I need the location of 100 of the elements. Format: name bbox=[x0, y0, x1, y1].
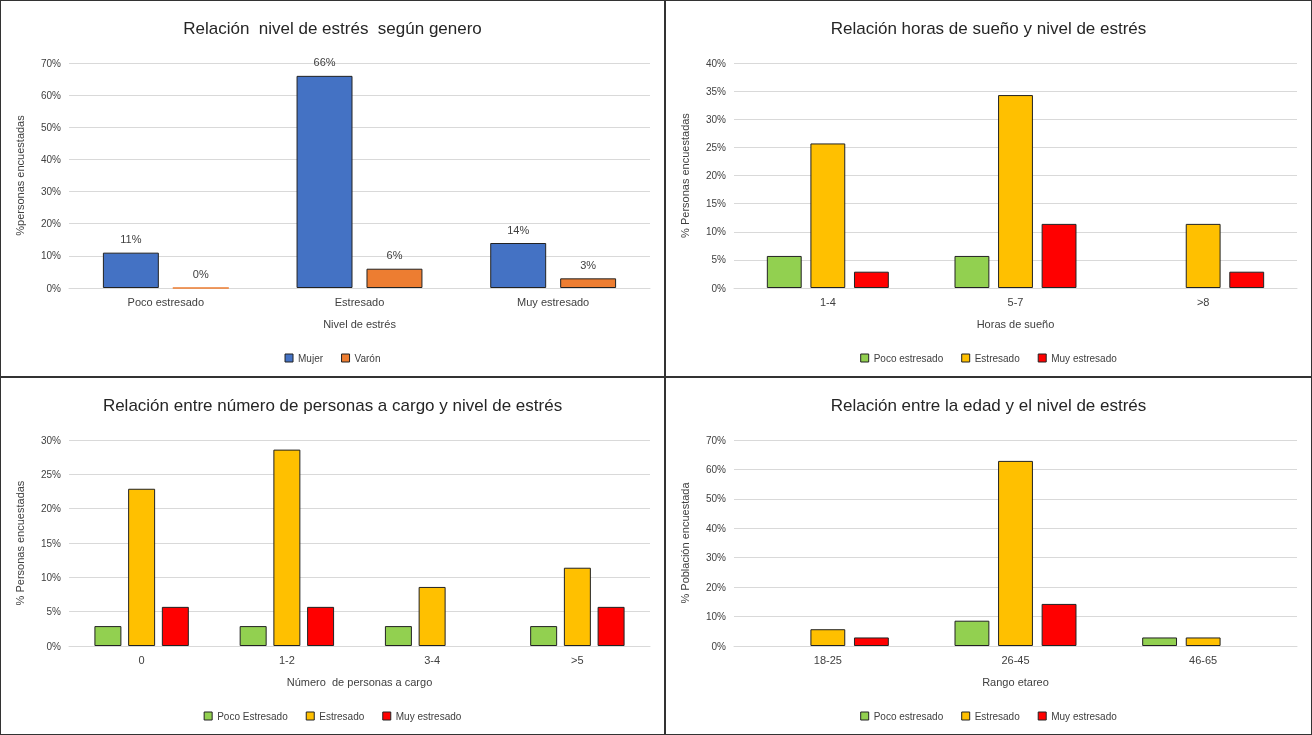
y-axis-title: % Personas encuestadas bbox=[678, 112, 691, 238]
y-axis-title: % Población encuestada bbox=[678, 481, 691, 604]
legend-label: Estresado bbox=[974, 710, 1021, 722]
y-tick-label: 15% bbox=[705, 198, 727, 210]
data-label: 11% bbox=[120, 233, 142, 246]
y-tick-label: 25% bbox=[705, 141, 727, 153]
y-tick-label: 10% bbox=[40, 250, 62, 262]
legend-label: Mujer bbox=[298, 352, 324, 364]
legend-label: Muy estresado bbox=[1051, 352, 1118, 364]
x-tick-label: >8 bbox=[1196, 295, 1210, 308]
bar bbox=[102, 252, 159, 288]
x-tick-label: 1-2 bbox=[278, 653, 295, 666]
y-tick-label: 25% bbox=[40, 468, 62, 480]
y-tick-label: 40% bbox=[705, 57, 727, 69]
x-tick-label: >5 bbox=[571, 653, 584, 666]
bar bbox=[954, 255, 990, 288]
bar bbox=[853, 637, 889, 646]
data-label: 0% bbox=[192, 268, 209, 280]
bar bbox=[560, 278, 617, 288]
legend-label: Poco Estresado bbox=[217, 710, 289, 722]
bar bbox=[530, 626, 558, 646]
bar bbox=[239, 626, 267, 646]
bar bbox=[1142, 637, 1178, 646]
bar bbox=[563, 567, 591, 646]
y-tick-label: 40% bbox=[705, 522, 727, 534]
y-tick-label: 60% bbox=[705, 463, 727, 475]
y-tick-label: 30% bbox=[705, 552, 727, 564]
y-tick-label: 50% bbox=[705, 493, 727, 505]
y-axis-title: %personas encuestadas bbox=[13, 114, 26, 236]
bar bbox=[998, 460, 1033, 646]
data-label: 14% bbox=[507, 223, 530, 236]
legend-label: Varón bbox=[354, 352, 381, 364]
legend-label: Poco estresado bbox=[873, 352, 944, 364]
bar bbox=[307, 606, 335, 646]
bar bbox=[766, 255, 802, 288]
bar bbox=[1041, 223, 1077, 288]
bar bbox=[1041, 603, 1077, 646]
data-label: 6% bbox=[386, 249, 403, 262]
x-axis-title: Número de personas a cargo bbox=[286, 675, 433, 688]
bar bbox=[384, 626, 412, 646]
bar bbox=[954, 620, 990, 646]
chart-title: Relación entre la edad y el nivel de estrés bbox=[830, 396, 1147, 415]
y-tick-label: 0% bbox=[711, 282, 727, 294]
x-tick-label: Estresado bbox=[334, 295, 385, 308]
bar bbox=[998, 95, 1033, 288]
x-axis-title: Nivel de estrés bbox=[323, 317, 397, 330]
bar bbox=[1185, 223, 1221, 288]
y-tick-label: 20% bbox=[40, 218, 62, 230]
x-axis-title: Horas de sueño bbox=[976, 317, 1055, 330]
legend-label: Poco estresado bbox=[873, 710, 944, 722]
y-tick-label: 50% bbox=[40, 121, 62, 133]
x-tick-label: 26-45 bbox=[1001, 653, 1030, 666]
legend-label: Estresado bbox=[319, 710, 365, 722]
bar bbox=[597, 606, 625, 646]
y-tick-label: 30% bbox=[705, 113, 727, 125]
bar bbox=[1229, 271, 1265, 288]
y-tick-label: 0% bbox=[46, 282, 62, 294]
x-tick-label: 1-4 bbox=[819, 295, 836, 308]
y-tick-label: 35% bbox=[705, 85, 727, 97]
y-tick-label: 70% bbox=[40, 57, 62, 69]
y-tick-label: 40% bbox=[40, 153, 62, 165]
legend-label: Muy estresado bbox=[1051, 710, 1118, 722]
chart-title: Relación horas de sueño y nivel de estrés bbox=[830, 19, 1147, 38]
y-tick-label: 10% bbox=[705, 226, 727, 238]
legend-label: Estresado bbox=[974, 352, 1021, 364]
chart-title: Relación nivel de estrés según genero bbox=[183, 19, 482, 38]
bar bbox=[128, 488, 156, 646]
bar bbox=[490, 243, 547, 288]
y-tick-label: 15% bbox=[40, 537, 62, 549]
y-axis-title: % Personas encuestadas bbox=[13, 480, 26, 606]
y-tick-label: 5% bbox=[711, 254, 727, 266]
x-axis-title: Rango etareo bbox=[982, 675, 1049, 688]
y-tick-label: 70% bbox=[705, 434, 727, 446]
x-tick-label: 0 bbox=[138, 653, 145, 666]
bar bbox=[366, 268, 423, 288]
y-tick-label: 20% bbox=[705, 581, 727, 593]
bar bbox=[810, 143, 846, 288]
bar bbox=[810, 629, 846, 646]
bar bbox=[273, 449, 301, 646]
data-label: 66% bbox=[313, 56, 336, 69]
x-tick-label: 18-25 bbox=[813, 653, 842, 666]
y-tick-label: 30% bbox=[40, 434, 62, 446]
x-tick-label: 3-4 bbox=[424, 653, 441, 666]
bar bbox=[296, 75, 353, 288]
x-tick-label: 46-65 bbox=[1189, 653, 1218, 666]
y-tick-label: 10% bbox=[705, 611, 727, 623]
x-tick-label: Poco estresado bbox=[127, 295, 205, 308]
bar bbox=[161, 606, 189, 646]
bar bbox=[418, 586, 446, 646]
x-tick-label: Muy estresado bbox=[517, 295, 590, 308]
bar bbox=[853, 271, 889, 288]
y-tick-label: 30% bbox=[40, 186, 62, 198]
y-tick-label: 5% bbox=[46, 606, 62, 618]
y-tick-label: 0% bbox=[711, 640, 727, 652]
y-tick-label: 10% bbox=[40, 571, 62, 583]
x-tick-label: 5-7 bbox=[1007, 295, 1024, 308]
legend-label: Muy estresado bbox=[395, 710, 462, 722]
y-tick-label: 20% bbox=[40, 503, 62, 515]
bar bbox=[1185, 637, 1221, 646]
data-label: 3% bbox=[580, 258, 597, 271]
